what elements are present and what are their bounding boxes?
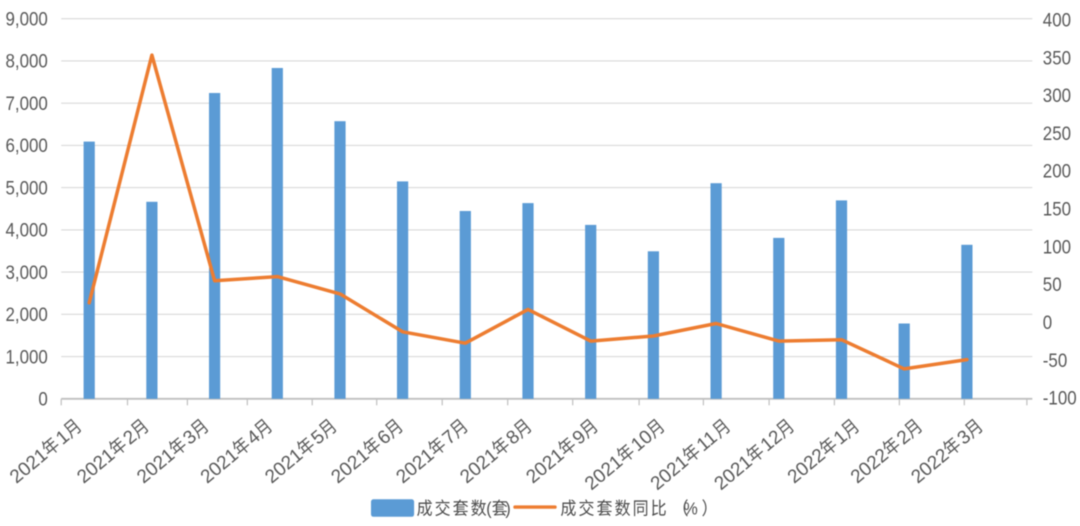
svg-text:-100: -100 [1043,388,1077,409]
svg-text:1,000: 1,000 [6,346,48,367]
svg-text:150: 150 [1043,199,1071,220]
svg-text:%: % [684,499,698,519]
svg-text:5,000: 5,000 [6,177,48,198]
svg-text:4,000: 4,000 [6,220,48,241]
svg-text:3,000: 3,000 [6,262,48,283]
svg-text:6,000: 6,000 [6,135,48,156]
svg-text:0: 0 [38,389,47,410]
svg-text:7,000: 7,000 [6,93,48,114]
svg-text:): ) [505,499,510,519]
svg-text:2,000: 2,000 [6,304,48,325]
svg-text:0: 0 [1043,312,1052,333]
svg-text:300: 300 [1043,85,1071,106]
svg-text:(: ( [486,499,492,519]
svg-text:9,000: 9,000 [6,8,48,29]
svg-text:200: 200 [1043,161,1071,182]
svg-text:400: 400 [1043,10,1071,31]
svg-text:8,000: 8,000 [6,51,48,72]
svg-text:100: 100 [1043,236,1071,257]
svg-text:50: 50 [1043,274,1062,295]
svg-text:250: 250 [1043,123,1071,144]
svg-text:-50: -50 [1043,350,1067,371]
svg-text:350: 350 [1043,47,1071,68]
